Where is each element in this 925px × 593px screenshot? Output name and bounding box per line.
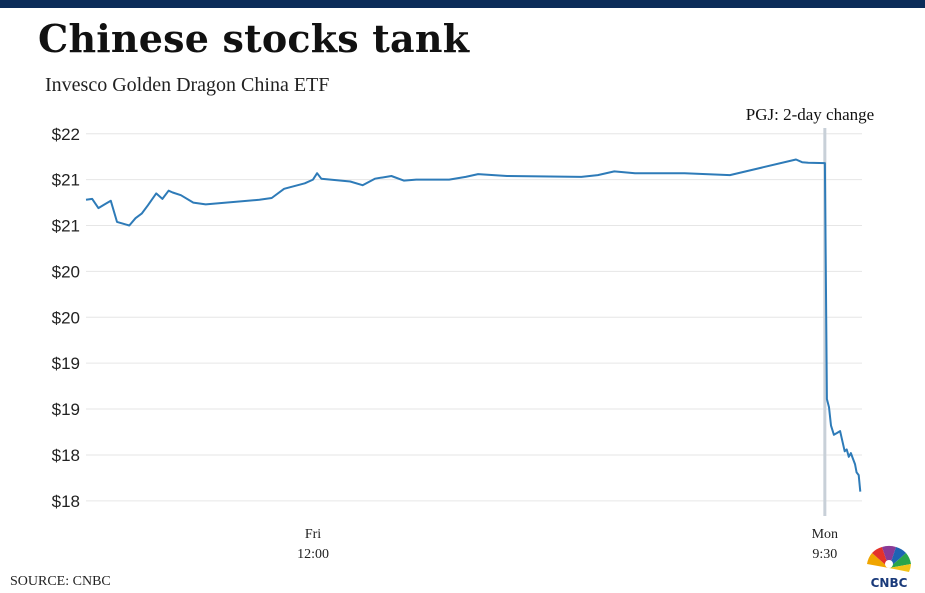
y-tick-label: $19 <box>52 400 80 419</box>
logo-text: CNBC <box>871 576 908 590</box>
x-tick-label: 12:00 <box>297 547 329 562</box>
source-note: SOURCE: CNBC <box>10 574 111 589</box>
series-line <box>85 158 862 492</box>
cnbc-logo-icon: CNBC <box>867 545 911 590</box>
y-tick-label: $18 <box>52 492 80 511</box>
grid <box>86 133 862 502</box>
y-axis: $22 $21 $21 $20 $20 $19 $19 $18 $18 <box>52 125 80 511</box>
annotation-label: PGJ: 2-day change <box>746 105 874 124</box>
y-tick-label: $21 <box>52 217 80 236</box>
y-tick-label: $22 <box>52 125 80 144</box>
chart-subtitle: Invesco Golden Dragon China ETF <box>45 74 330 96</box>
y-tick-label: $18 <box>52 446 80 465</box>
x-tick-label: 9:30 <box>812 547 837 562</box>
x-tick-label: Fri <box>305 527 321 542</box>
x-tick-label: Mon <box>812 527 838 542</box>
y-tick-label: $20 <box>52 308 80 327</box>
chart-title: Chinese stocks tank <box>38 16 470 61</box>
y-tick-label: $20 <box>52 262 80 281</box>
y-tick-label: $19 <box>52 354 80 373</box>
x-axis: Fri 12:00 Mon 9:30 <box>297 527 838 562</box>
top-bar <box>0 0 925 8</box>
y-tick-label: $21 <box>52 171 80 190</box>
series <box>85 158 862 492</box>
